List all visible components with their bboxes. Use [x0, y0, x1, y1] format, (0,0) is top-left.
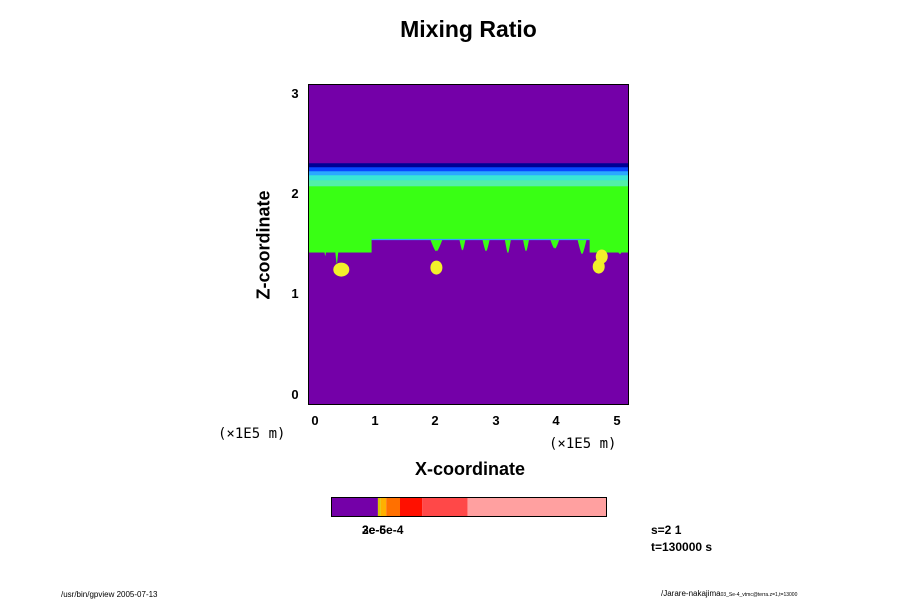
colorbar-tick-label: 2e-5e-4	[362, 523, 404, 537]
mixing-layer-band	[308, 171, 629, 176]
mixing-plume	[550, 239, 560, 249]
mixing-plume	[308, 236, 372, 253]
mixing-layer-band	[308, 167, 629, 172]
mixing-plume	[523, 239, 530, 252]
y-tick-label: 2	[291, 186, 299, 201]
plot-border	[308, 84, 629, 405]
mixing-feature	[430, 260, 443, 275]
x-tick-label: 0	[311, 413, 319, 428]
colorbar-segment	[377, 497, 381, 517]
chart-title: Mixing Ratio	[400, 16, 537, 42]
y-tick-label: 0	[291, 387, 299, 402]
mixing-plume	[430, 239, 443, 252]
x-tick-label: 5	[613, 413, 621, 428]
footer-left: /usr/bin/gpview 2005-07-13	[61, 590, 158, 599]
y-tick-label: 3	[291, 86, 299, 101]
colorbar-segment	[400, 497, 423, 517]
colorbar-segment	[467, 497, 607, 517]
colorbar-segment	[380, 497, 387, 517]
mixing-plume	[504, 239, 511, 254]
colorbar-segment	[422, 497, 468, 517]
mixing-plume	[589, 236, 629, 253]
mixing-plume	[482, 239, 490, 252]
footer-right: /Jarare-nakajima03_Se-4_vtmc@terra.z=1,t…	[661, 589, 797, 598]
x-tick-label: 1	[371, 413, 379, 428]
mixing-layer-band	[308, 180, 629, 187]
colorbar-tick-label-overlap: 3e-6	[362, 523, 387, 537]
x-tick-label: 2	[431, 413, 439, 428]
y-axis-unit: (×1E5 m)	[218, 426, 286, 442]
y-tick-label: 1	[291, 286, 299, 301]
s-value-text: s=2 1	[651, 523, 682, 537]
mixing-layer-band	[308, 163, 629, 168]
x-tick-label: 4	[552, 413, 560, 428]
time-text: t=130000 s	[651, 540, 713, 554]
x-tick-label: 3	[492, 413, 500, 428]
colorbar-segment	[386, 497, 400, 517]
footer-right-small: 03_Se-4_vtmc@terra.z=1,t=13000	[720, 592, 798, 598]
mixing-plume	[577, 239, 587, 254]
footer-right-main: /Jarare-nakajima	[661, 589, 721, 598]
colorbar-segment	[331, 497, 378, 517]
y-axis-label: Z-coordinate	[253, 190, 274, 300]
colorbar	[331, 497, 607, 517]
heatmap-plot	[308, 84, 629, 405]
x-axis-unit: (×1E5 m)	[549, 436, 617, 452]
mixing-feature	[595, 249, 608, 264]
mixing-layer-band	[308, 175, 629, 181]
mixing-plume	[459, 239, 466, 251]
mixing-feature	[333, 262, 350, 277]
mixing-layer-band	[308, 186, 629, 240]
x-axis-label: X-coordinate	[414, 459, 525, 479]
